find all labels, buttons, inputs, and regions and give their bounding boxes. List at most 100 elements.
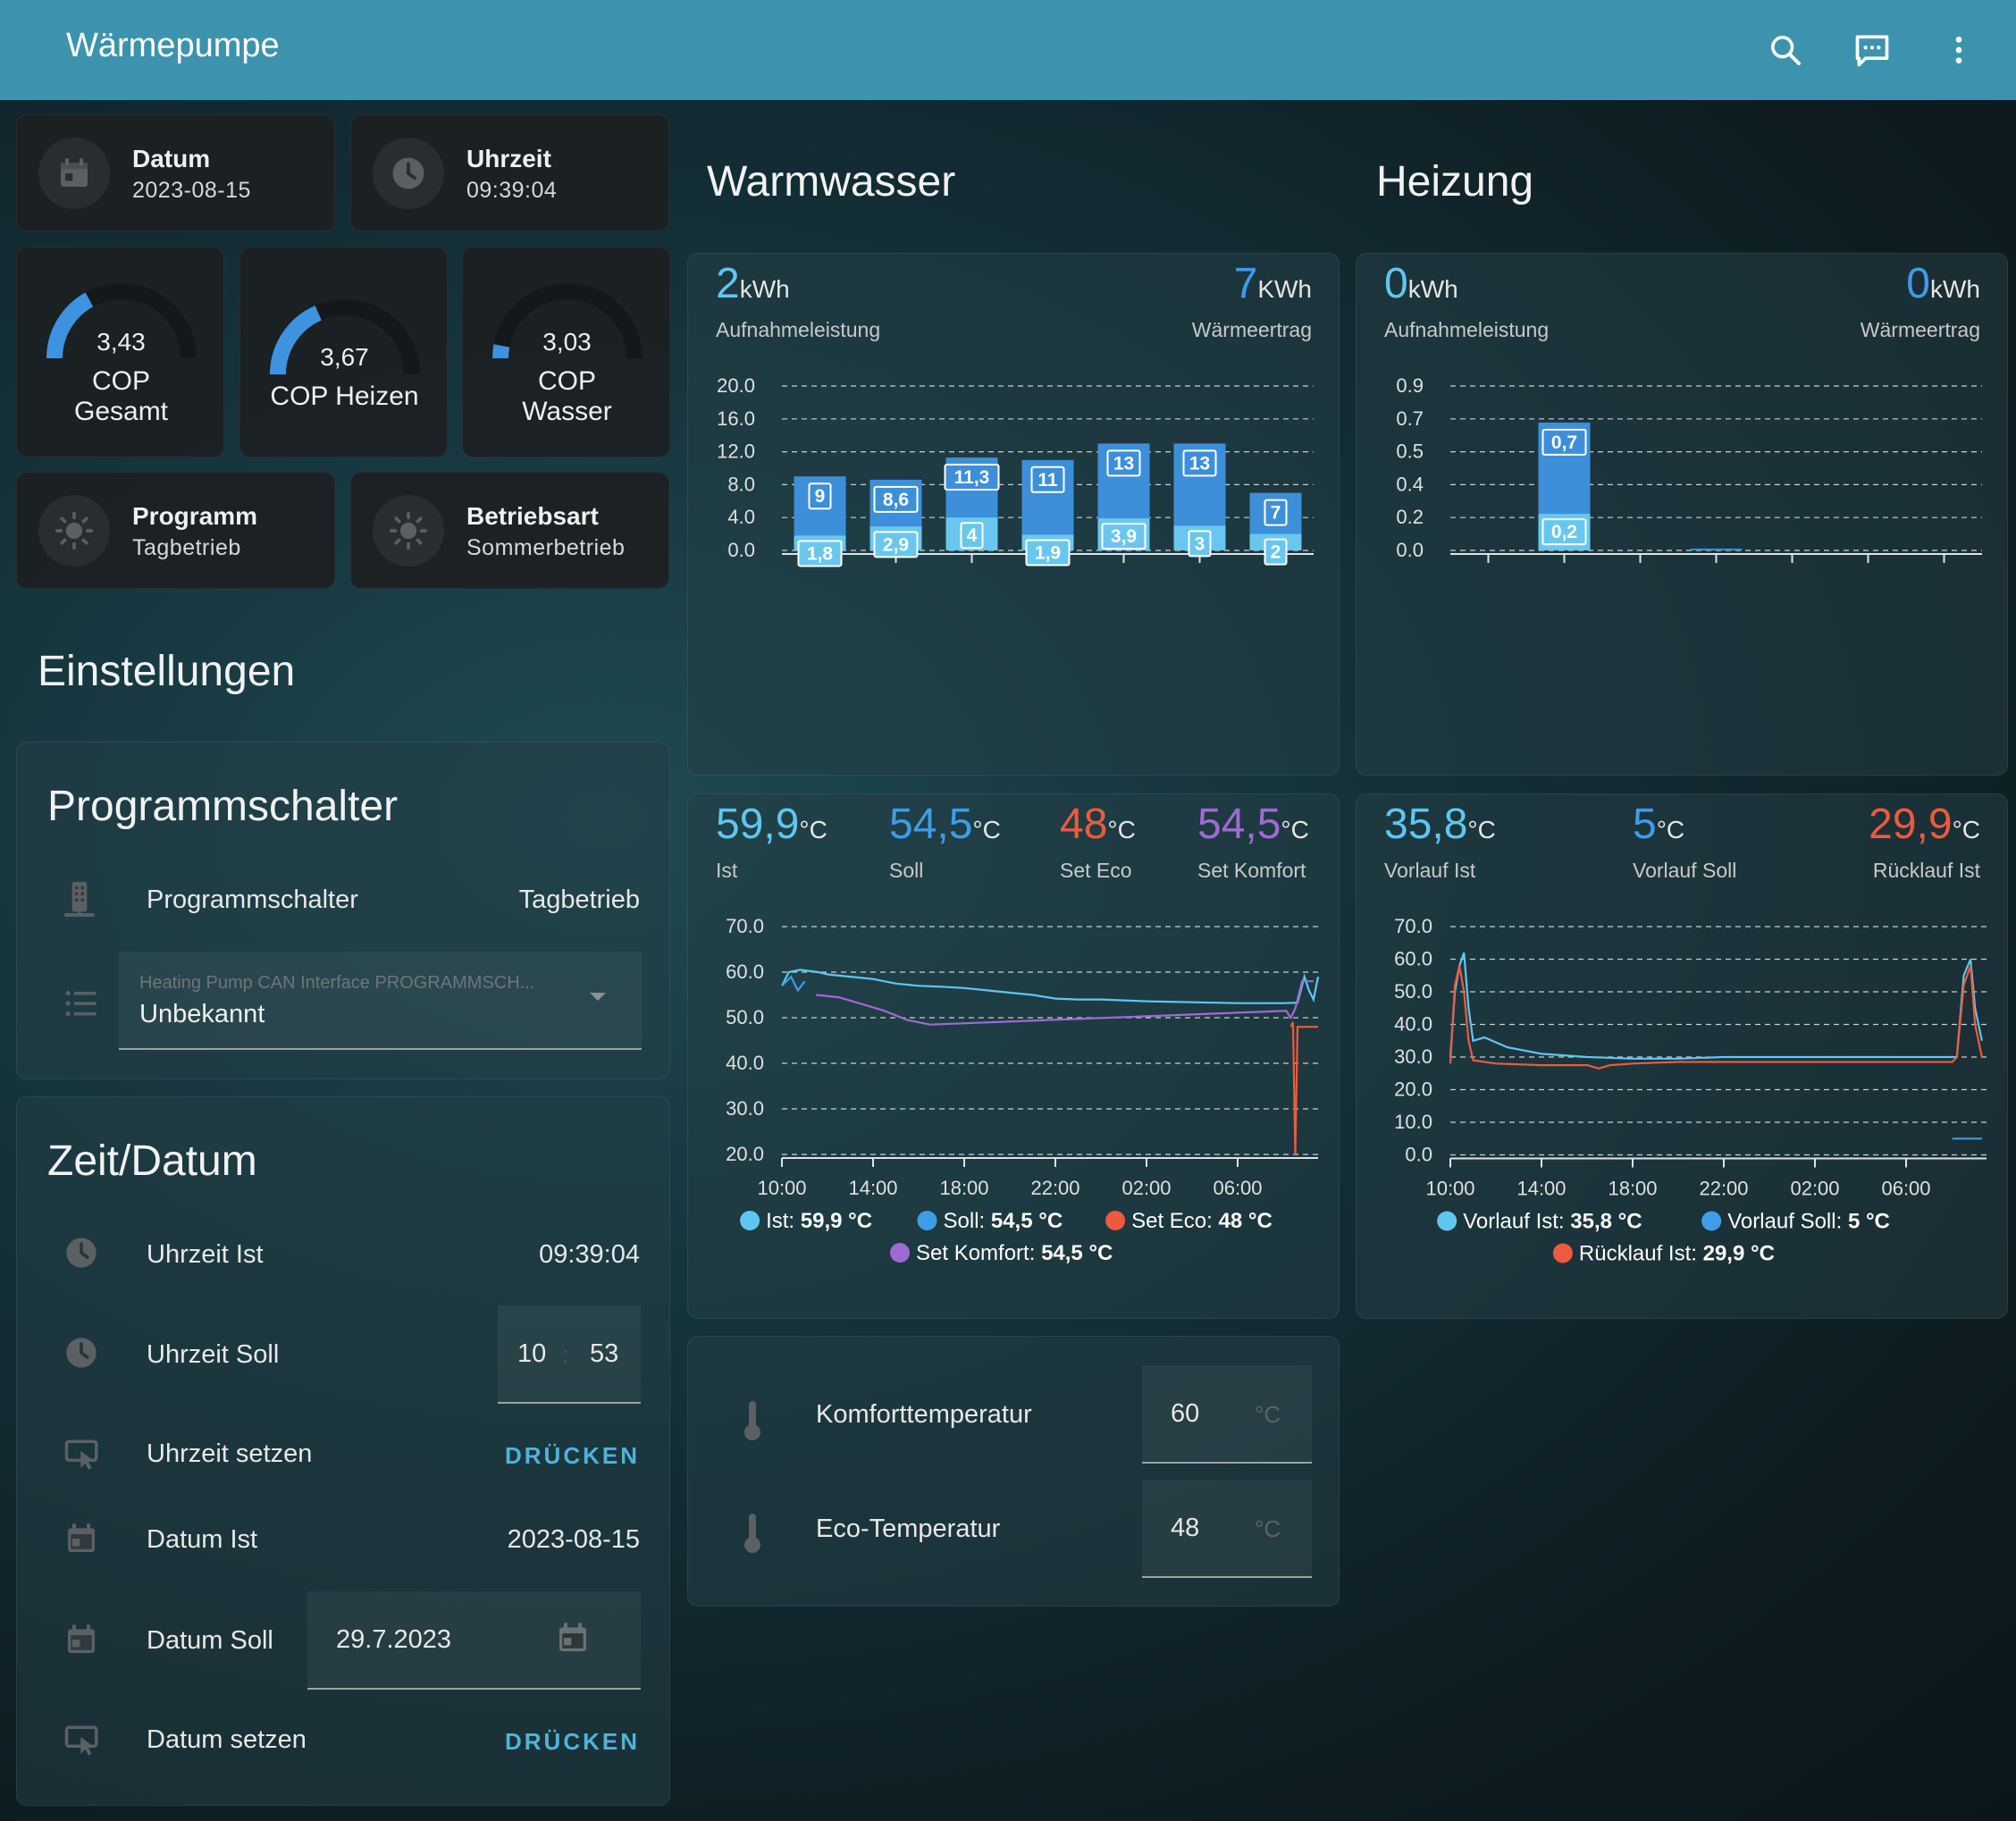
- warmwasser-heading: Warmwasser: [707, 158, 956, 206]
- sun-icon: [38, 495, 110, 566]
- tile-betriebsart-state: Sommerbetrieb: [466, 535, 626, 560]
- dropdown-arrow-icon[interactable]: [588, 991, 608, 1008]
- y-tick-label: 0.0: [1405, 1144, 1432, 1166]
- ww-ertrag-label: Wärmeertrag: [1191, 318, 1312, 341]
- legend-swatch: [917, 1211, 937, 1230]
- heizung-heading: Heizung: [1376, 158, 1534, 206]
- datum-soll-date-input[interactable]: 29.7.2023: [307, 1591, 641, 1690]
- data-label-box: [873, 485, 919, 513]
- data-label-box: [1264, 499, 1288, 526]
- data-label: 1,8: [807, 543, 834, 564]
- y-tick-label: 60.0: [1394, 948, 1432, 970]
- legend-label: Ist: 59,9 °C: [766, 1209, 872, 1233]
- y-tick-label: 70.0: [726, 915, 764, 937]
- assist-chat-icon[interactable]: [1849, 27, 1895, 73]
- bar: [1690, 548, 1743, 550]
- clock-icon: [63, 1235, 99, 1275]
- x-tick-label: 10:00: [757, 1177, 806, 1199]
- calendar-icon: [38, 138, 110, 209]
- clock-icon: [373, 138, 444, 209]
- eco-temperatur-value: 48: [1171, 1514, 1200, 1542]
- gauge-cop-heizen-label: COP Heizen: [270, 382, 419, 411]
- hz-aufnahme-stat: 0kWh: [1384, 260, 1458, 307]
- hz-temperature-line-chart: 70.0 60.0 50.0 40.0 30.0 20.0 10.0 0.0 10:00 14:0…: [1394, 915, 1987, 1266]
- programmschalter-select[interactable]: Heating Pump CAN Interface PROGRAMMSCH..…: [119, 952, 642, 1050]
- tile-uhrzeit[interactable]: Uhrzeit 09:39:04: [350, 114, 669, 231]
- hz-vorlauf-soll: 5°C: [1633, 801, 1685, 848]
- ww-aufnahme-label: Aufnahmeleistung: [716, 318, 881, 341]
- ww-temp-eco-label: Set Eco: [1060, 859, 1132, 882]
- eco-temperatur-input[interactable]: 48 °C: [1142, 1480, 1312, 1578]
- y-tick-label: 40.0: [1394, 1013, 1432, 1036]
- legend-swatch: [740, 1211, 760, 1230]
- datum-ist-value: 2023-08-15: [507, 1525, 640, 1554]
- zeitdatum-title: Zeit/Datum: [47, 1137, 257, 1185]
- x-tick-label: 12: [1705, 572, 1726, 575]
- y-tick-label: 70.0: [1394, 915, 1432, 937]
- eco-temperatur-label: Eco-Temperatur: [816, 1515, 1001, 1543]
- series-line: [1289, 1021, 1318, 1155]
- ww-temperature-line-chart: 70.0 60.0 50.0 40.0 30.0 20.0 10:00 14:00 18:00 2…: [726, 915, 1320, 1265]
- tile-betriebsart-name: Betriebsart: [466, 502, 599, 530]
- x-tick-label: 10: [1553, 572, 1575, 575]
- top-app-bar: [0, 0, 2016, 100]
- legend-label: Soll: 54,5 °C: [944, 1209, 1063, 1233]
- gauge-cop-wasser[interactable]: 3,03 COP Wasser: [462, 247, 670, 457]
- y-tick-label: 50.0: [1394, 980, 1432, 1003]
- series-line: [781, 975, 806, 993]
- gauge-cop-heizen[interactable]: 3,67 COP Heizen: [239, 247, 448, 457]
- hz-ruecklauf-ist-label: Rücklauf Ist: [1872, 859, 1980, 882]
- uhrzeit-soll-minute[interactable]: 53: [590, 1339, 619, 1368]
- data-label: 11: [1037, 470, 1058, 491]
- data-label-box: [1188, 530, 1212, 558]
- x-tick-label: 22:00: [1030, 1177, 1079, 1199]
- tile-uhrzeit-name: Uhrzeit: [466, 145, 551, 172]
- tile-uhrzeit-state: 09:39:04: [466, 178, 558, 203]
- calendar-picker-icon[interactable]: [555, 1620, 591, 1660]
- series-line: [781, 969, 1320, 1004]
- y-tick-label: 8.0: [727, 473, 755, 495]
- x-tick-label: 14:00: [848, 1177, 897, 1199]
- legend-swatch: [890, 1243, 910, 1263]
- datum-setzen-button[interactable]: DRÜCKEN: [505, 1728, 640, 1755]
- uhrzeit-setzen-button[interactable]: DRÜCKEN: [505, 1442, 640, 1469]
- legend-swatch: [1105, 1211, 1126, 1230]
- sun-icon: [373, 495, 444, 566]
- komforttemperatur-input[interactable]: 60 °C: [1142, 1365, 1312, 1464]
- data-label: 2: [1271, 542, 1281, 563]
- programmschalter-select-value: Unbekannt: [139, 1000, 265, 1028]
- legend-label: Vorlauf Ist: 35,8 °C: [1463, 1210, 1642, 1234]
- gauge-cop-gesamt-label: COP Gesamt: [73, 366, 169, 426]
- data-label-box: [944, 464, 1000, 491]
- data-label: 3,9: [1111, 526, 1137, 547]
- touch-button-icon: [63, 1723, 101, 1765]
- data-label: 0,7: [1551, 432, 1577, 453]
- series-line: [1449, 952, 1983, 1060]
- gauge-cop-gesamt[interactable]: 3,43 COP Gesamt: [16, 247, 224, 457]
- uhrzeit-soll-time-input[interactable]: 10 : 53: [498, 1305, 641, 1404]
- heizung-temperature-card: 35,8°C Vorlauf Ist 5°C Vorlauf Soll 29,9…: [1356, 793, 2008, 1319]
- gauge-cop-wasser-label: COP Wasser: [522, 366, 612, 426]
- tile-programm[interactable]: Programm Tagbetrieb: [16, 472, 335, 589]
- programmschalter-row-value: Tagbetrieb: [518, 885, 640, 914]
- data-label-box: [873, 531, 919, 558]
- datum-soll-value: 29.7.2023: [336, 1625, 452, 1654]
- data-label-box: [1106, 449, 1141, 477]
- ww-temp-komfort: 54,5°C: [1197, 801, 1309, 848]
- uhrzeit-setzen-label: Uhrzeit setzen: [147, 1439, 313, 1468]
- uhrzeit-soll-hour[interactable]: 10: [517, 1339, 547, 1368]
- hz-vorlauf-ist-label: Vorlauf Ist: [1384, 859, 1476, 882]
- x-tick-label: 14: [1189, 572, 1210, 575]
- x-tick-label: 18:00: [939, 1177, 988, 1199]
- data-label-box: [1264, 538, 1288, 566]
- y-tick-label: 30.0: [726, 1097, 764, 1120]
- legend-swatch: [1437, 1211, 1457, 1231]
- y-tick-label: 0.7: [1396, 407, 1424, 430]
- tile-betriebsart[interactable]: Betriebsart Sommerbetrieb: [350, 472, 669, 589]
- more-menu-icon[interactable]: [1936, 27, 1982, 73]
- search-icon[interactable]: [1762, 27, 1809, 73]
- y-tick-label: 20.0: [717, 374, 755, 397]
- warmwasser-energy-card: 2kWh Aufnahmeleistung 7KWh Wärmeertrag 2…: [687, 253, 1340, 776]
- tile-programm-name: Programm: [132, 502, 258, 530]
- tile-datum[interactable]: Datum 2023-08-15: [16, 114, 335, 231]
